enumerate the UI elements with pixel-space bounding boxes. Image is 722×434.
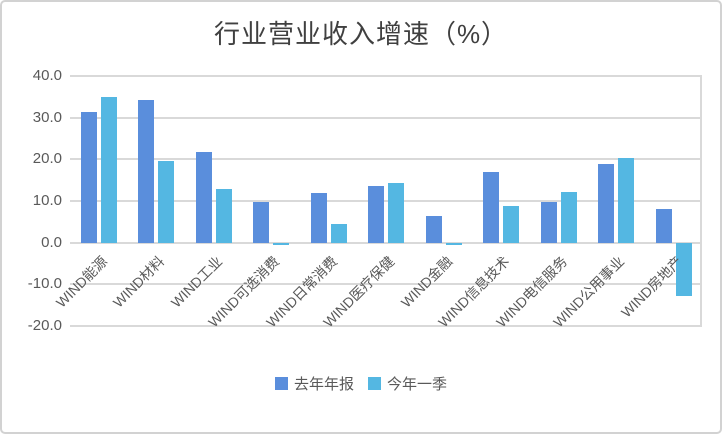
x-axis-label-WIND公用事业: WIND公用事业 [550,252,628,330]
bar-WIND日常消费-去年年报 [310,192,327,243]
legend-swatch-this-year-q1 [368,377,381,390]
legend-item-last-year: 去年年报 [274,373,354,394]
bar-WIND医疗保健-今年一季 [388,182,405,243]
x-axis-label-WIND日常消费: WIND日常消费 [262,252,341,330]
y-axis-tick-label: 10.0 [32,192,62,209]
bar-WIND可选消费-去年年报 [253,201,270,243]
legend-label-this-year-q1: 今年一季 [387,376,448,393]
legend: 去年年报 今年一季 [2,373,720,394]
gridline-y-0 [70,241,702,244]
bar-WIND房地产-去年年报 [655,209,672,243]
x-axis-label-WIND电信服务: WIND电信服务 [492,252,570,330]
legend-label-last-year: 去年年报 [293,376,354,393]
bar-WIND可选消费-今年一季 [273,242,290,245]
bar-WIND工业-去年年报 [195,152,212,243]
bar-WIND公用事业-今年一季 [618,157,635,243]
bar-WIND工业-今年一季 [215,188,232,243]
bar-WIND房地产-今年一季 [675,242,692,296]
y-axis-tick-label: 0.0 [41,233,62,251]
x-axis-label-WIND房地产: WIND房地产 [617,252,685,321]
x-axis-label-WIND能源: WIND能源 [52,252,111,311]
bar-WIND金融-今年一季 [445,242,462,245]
bar-WIND材料-今年一季 [158,161,175,243]
gridline-y-40 [70,75,702,77]
bar-WIND信息技术-今年一季 [503,206,520,243]
y-axis-tick-label: -10.0 [27,275,62,293]
bar-WIND能源-今年一季 [101,96,117,243]
bar-WIND公用事业-去年年报 [598,163,615,243]
gridline-y-10 [70,200,702,202]
bar-WIND信息技术-去年年报 [483,171,500,243]
plot-area: 40.0 30.0 20.0 10.0 0.0 -10.0 -20.0 WIND能源 WIND材… [28,67,702,334]
gridline-y-20 [70,158,702,161]
legend-swatch-last-year [274,377,288,390]
bar-WIND电信服务-去年年报 [540,202,557,243]
bar-WIND日常消费-今年一季 [330,223,347,243]
x-axis-label-WIND信息技术: WIND信息技术 [435,252,513,330]
x-axis-label-WIND医疗保健: WIND医疗保健 [320,252,398,330]
gridline-y-30 [70,116,702,119]
y-axis-tick-label: 20.0 [32,150,62,168]
y-axis-tick-label: -20.0 [27,317,62,334]
y-axis-tick-label: 30.0 [32,108,62,126]
plot-right-border [700,76,702,326]
bar-WIND金融-去年年报 [425,216,442,243]
x-axis-label-WIND可选消费: WIND可选消费 [205,252,283,330]
bar-WIND材料-去年年报 [138,100,155,243]
legend-item-this-year-q1: 今年一季 [368,373,447,394]
x-axis-label-WIND金融: WIND金融 [397,252,456,311]
gridline-y--10 [70,283,702,286]
bar-WIND医疗保健-去年年报 [368,186,385,243]
bar-WIND电信服务-今年一季 [560,192,577,243]
x-axis-label-WIND工业: WIND工业 [167,252,226,311]
bar-WIND能源-去年年报 [81,111,97,243]
y-axis-tick-label: 40.0 [32,67,62,84]
x-axis-label-WIND材料: WIND材料 [110,252,168,311]
chart-title: 行业营业收入增速（%） [213,19,509,49]
gridline-y--20 [70,325,702,327]
